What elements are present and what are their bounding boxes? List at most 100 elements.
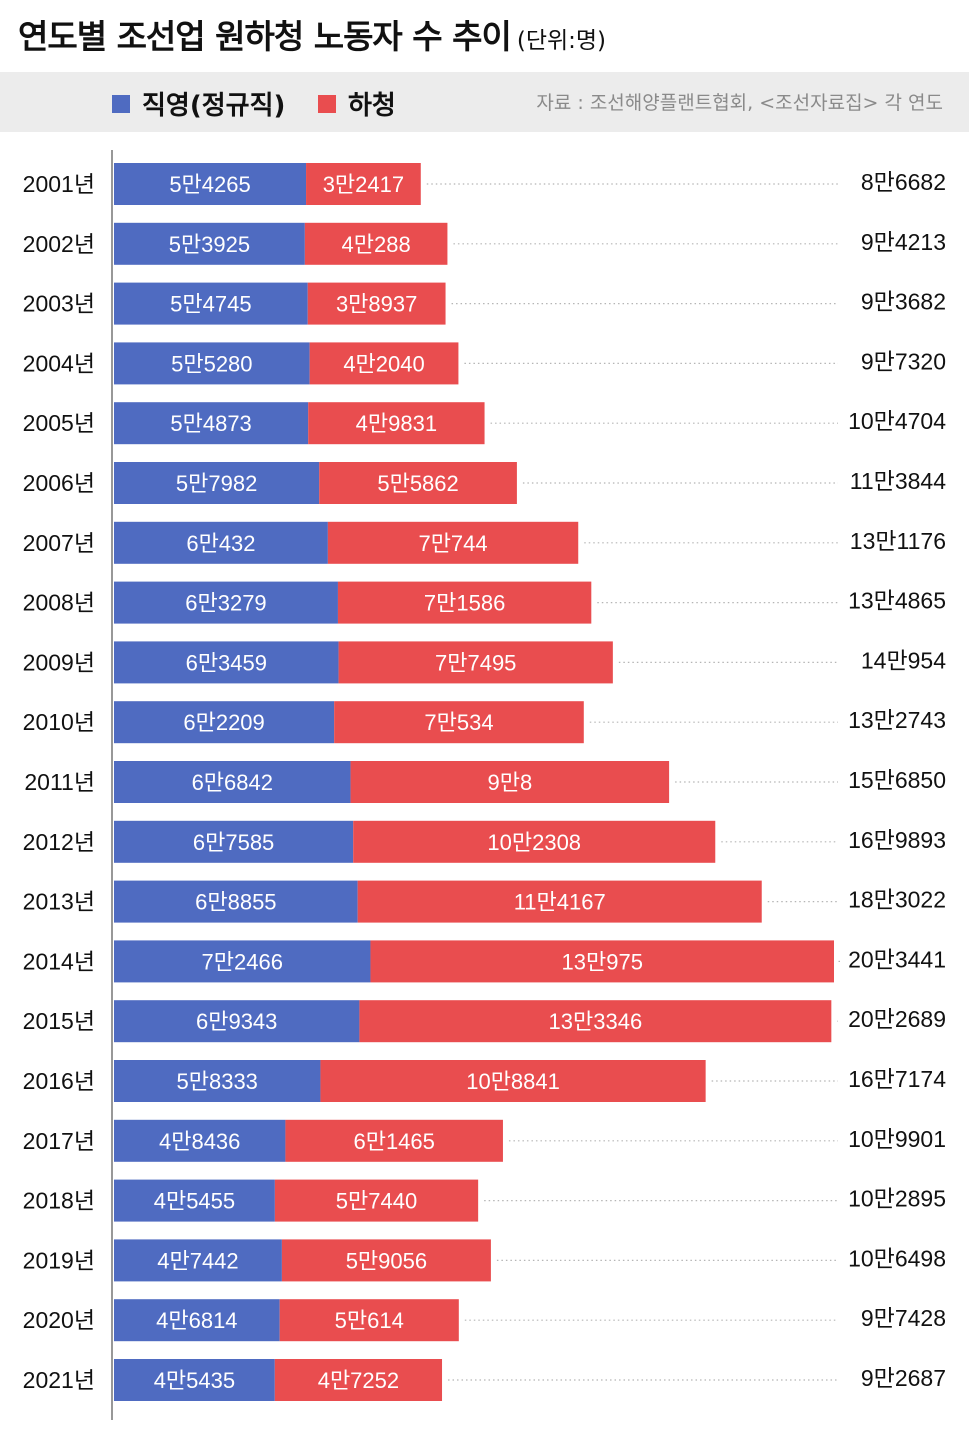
total-label: 8만6682 [861, 169, 946, 195]
bar-subcontract [309, 342, 459, 385]
bar-direct-label: 6만8855 [195, 890, 276, 915]
bar-direct-label: 5만4265 [169, 172, 250, 197]
year-label: 2021년 [23, 1367, 95, 1393]
year-label: 2019년 [23, 1247, 95, 1273]
total-label: 15만6850 [848, 767, 946, 793]
year-label: 2014년 [23, 948, 95, 974]
total-label: 14만954 [861, 647, 946, 673]
source-note: 자료 : 조선해양플랜트협회, <조선자료집> 각 연도 [536, 92, 943, 114]
legend-bar: 직영(정규직) 하청 [0, 72, 969, 132]
total-label: 13만1176 [850, 528, 946, 554]
bar-direct [114, 1179, 275, 1222]
bar-direct [114, 163, 307, 205]
bar-direct-label: 4만8436 [159, 1129, 240, 1154]
bar-subcontract-label: 5만5862 [377, 471, 458, 496]
bar-subcontract-label: 7만534 [424, 710, 493, 735]
bar-direct [114, 581, 338, 624]
total-label: 13만2743 [848, 707, 946, 733]
total-label: 20만3441 [848, 946, 946, 972]
legend-label-subcontract: 하청 [348, 91, 396, 121]
bar-direct-label: 6만9343 [196, 1009, 277, 1034]
bar-direct-label: 5만3925 [169, 232, 250, 257]
bar-subcontract [307, 282, 446, 325]
bar-direct [114, 1239, 282, 1282]
bar-subcontract [320, 1060, 706, 1102]
bar-direct-label: 5만4873 [170, 411, 251, 436]
bar-direct-label: 6만6842 [192, 770, 273, 795]
year-label: 2020년 [23, 1307, 95, 1333]
year-label: 2003년 [23, 291, 95, 317]
bar-subcontract [304, 222, 448, 265]
total-label: 20만2689 [848, 1006, 946, 1032]
year-label: 2017년 [23, 1128, 95, 1154]
bar-direct [114, 761, 351, 803]
year-label: 2013년 [23, 889, 95, 915]
bar-subcontract-label: 5만7440 [336, 1189, 417, 1214]
bar-subcontract [350, 761, 670, 803]
bar-direct-label: 5만7982 [176, 471, 257, 496]
total-label: 10만6498 [848, 1245, 946, 1271]
bar-subcontract-label: 4만7252 [318, 1368, 399, 1393]
bar-subcontract-label: 5만614 [335, 1308, 404, 1333]
year-label: 2005년 [23, 410, 95, 436]
bar-direct [114, 641, 339, 684]
bar-subcontract-label: 10만8841 [466, 1069, 560, 1094]
bar-direct-label: 6만3279 [185, 591, 266, 616]
year-label: 2001년 [23, 171, 95, 197]
bar-direct-label: 6만7585 [193, 830, 274, 855]
bar-subcontract [308, 402, 485, 445]
unit-label: (단위:명) [516, 28, 607, 54]
bar-subcontract [279, 1299, 459, 1342]
total-label: 9만7320 [861, 348, 946, 374]
legend-label-direct: 직영(정규직) [142, 91, 286, 121]
bar-direct-label: 6만432 [186, 531, 255, 556]
bar-subcontract-label: 5만9056 [346, 1248, 427, 1273]
bar-subcontract [359, 1000, 832, 1043]
bar-direct-label: 5만4745 [170, 292, 251, 317]
bar-direct [114, 1000, 360, 1043]
bar-subcontract [285, 1119, 503, 1162]
bar-direct [114, 402, 309, 445]
bar-subcontract-label: 7만1586 [424, 591, 505, 616]
bar-direct [114, 1299, 280, 1342]
year-label: 2012년 [23, 829, 95, 855]
bar-subcontract [281, 1239, 491, 1282]
bar-subcontract-label: 7만7495 [435, 650, 516, 675]
year-label: 2002년 [23, 231, 95, 257]
total-label: 10만9901 [848, 1126, 946, 1152]
bar-direct [114, 521, 328, 564]
bar-subcontract [306, 163, 421, 205]
total-label: 11만3844 [850, 468, 946, 494]
bar-direct-label: 7만2466 [202, 949, 283, 974]
bar-direct-label: 6만3459 [186, 650, 267, 675]
year-label: 2015년 [23, 1008, 95, 1034]
year-label: 2018년 [23, 1188, 95, 1214]
bar-direct-label: 4만5455 [154, 1189, 235, 1214]
total-label: 16만7174 [848, 1066, 946, 1092]
total-label: 10만4704 [848, 408, 946, 434]
bar-subcontract [274, 1179, 479, 1222]
year-label: 2010년 [23, 709, 95, 735]
bar-subcontract [337, 581, 592, 624]
chart-title-text: 연도별 조선업 원하청 노동자 수 추이 [18, 17, 512, 56]
year-label: 2007년 [23, 530, 95, 556]
bar-direct [114, 880, 358, 923]
bar-subcontract [370, 940, 834, 983]
total-label: 9만4213 [861, 229, 946, 255]
bar-subcontract-label: 9만8 [487, 770, 532, 795]
legend-swatch-subcontract [318, 94, 336, 113]
bar-subcontract [338, 641, 613, 684]
total-label: 10만2895 [848, 1186, 946, 1212]
bar-direct [114, 1119, 286, 1162]
bar-subcontract-label: 4만288 [342, 232, 411, 257]
bar-subcontract-label: 4만9831 [356, 411, 437, 436]
bar-direct-label: 4만5435 [154, 1368, 235, 1393]
bar-direct [114, 282, 308, 325]
bar-direct [114, 701, 335, 744]
bar-subcontract-label: 3만8937 [336, 292, 417, 317]
bar-direct [114, 820, 354, 863]
bar-direct [114, 1359, 275, 1401]
legend-item-direct: 직영(정규직) [112, 85, 285, 122]
bar-subcontract-label: 13만975 [562, 949, 643, 974]
